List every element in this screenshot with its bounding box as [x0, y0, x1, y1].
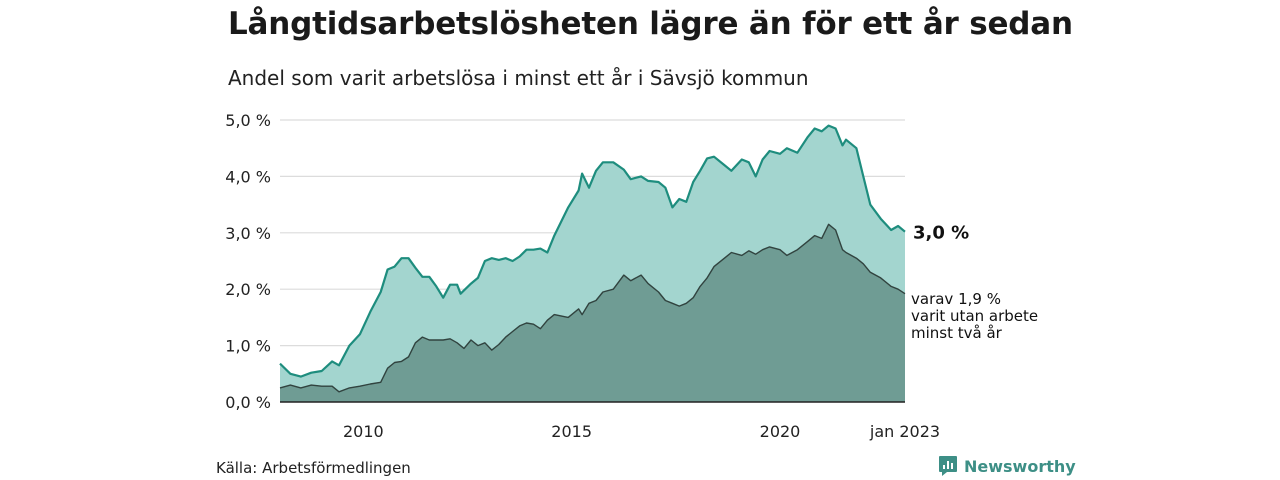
x-tick-label: 2020 — [760, 422, 801, 441]
end-label-two-year-line: varit utan arbete — [911, 307, 1038, 325]
area-two-year — [280, 224, 905, 402]
source-text: Källa: Arbetsförmedlingen — [216, 459, 411, 477]
y-tick-label: 3,0 % — [225, 224, 271, 243]
y-tick-label: 4,0 % — [225, 167, 271, 186]
y-tick-label: 2,0 % — [225, 280, 271, 299]
end-label-two-year-line: varav 1,9 % — [911, 290, 1001, 308]
chart-title: Långtidsarbetslösheten lägre än för ett … — [228, 6, 1073, 42]
x-tick-label: jan 2023 — [869, 422, 940, 441]
end-label-one-year: 3,0 % — [913, 223, 969, 244]
line-one-year — [279, 124, 906, 378]
area-series — [279, 124, 906, 402]
brand-logo[interactable]: Newsworthy — [938, 455, 1076, 477]
x-tick-label: 2010 — [343, 422, 384, 441]
end-label-two-year-line: minst två år — [911, 324, 1003, 342]
y-tick-label: 1,0 % — [225, 337, 271, 356]
newsworthy-logo-icon — [939, 456, 957, 476]
area-chart: 0,0 % 1,0 % 2,0 % 3,0 % 4,0 % 5,0 % 2010 2015 20… — [225, 111, 1038, 441]
chart-subtitle: Andel som varit arbetslösa i minst ett å… — [228, 66, 809, 90]
brand-name: Newsworthy — [964, 456, 1076, 476]
y-tick-label: 5,0 % — [225, 111, 271, 130]
axes: 0,0 % 1,0 % 2,0 % 3,0 % 4,0 % 5,0 % 2010 2015 20… — [225, 111, 940, 441]
x-tick-label: 2015 — [551, 422, 592, 441]
line-two-year — [279, 223, 906, 393]
y-tick-label: 0,0 % — [225, 393, 271, 412]
